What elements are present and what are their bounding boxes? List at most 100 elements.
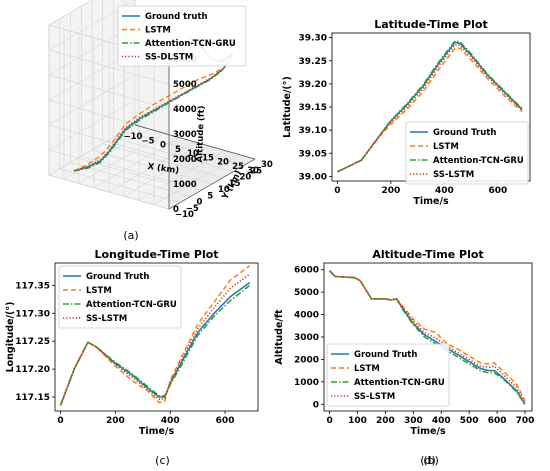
legend-label: LSTM	[145, 26, 171, 36]
x-tick-label: 200	[106, 416, 125, 426]
chart-title: Latitude-Time Plot	[374, 18, 488, 31]
legend-label: LSTM	[354, 364, 380, 374]
series-line-c-2	[59, 284, 251, 406]
y-axis-label: Latitude/(°)	[282, 76, 293, 138]
y-tick-label: 39.05	[299, 149, 327, 159]
x-tick-label: 400	[432, 416, 451, 426]
legend-label: Attention-TCN-GRU	[354, 378, 445, 388]
y-tick-label: 117.30	[15, 309, 50, 319]
y-tick-label: 39.25	[299, 57, 327, 67]
y-tick-label: −5	[186, 204, 199, 214]
legend-label: LSTM	[86, 286, 112, 296]
panel-label: (a)	[123, 229, 138, 242]
series-line-c-3	[59, 273, 251, 406]
x-tick-label: 600	[216, 416, 235, 426]
x-axis-label: Time/s	[410, 426, 446, 437]
series-line-d-3	[329, 270, 526, 403]
legend-box	[117, 5, 247, 67]
y-tick-label: 39.00	[299, 172, 327, 182]
x-tick-label: 400	[435, 186, 454, 196]
chart-title: Altitude-Time Plot	[372, 248, 483, 261]
y-tick-label: 20	[240, 173, 252, 183]
chart-title: Longitude-Time Plot	[94, 248, 218, 261]
series-line-d-2	[329, 270, 526, 406]
legend-label: SS-DLSTM	[145, 53, 193, 63]
panel-b: Latitude-Time Plot 0 200 400 600 39.00 39.05 39…	[282, 18, 531, 467]
y-tick-label: 117.20	[15, 365, 50, 375]
x-tick-label: 30	[247, 166, 259, 176]
legend-label: SS-LSTM	[86, 314, 127, 324]
legend-label: Ground Truth	[433, 128, 496, 138]
grid-line	[48, 99, 170, 185]
x-axis-label: X (km)	[147, 162, 180, 176]
y-tick-label: 30	[261, 160, 273, 170]
y-tick-label: 5	[207, 191, 213, 201]
x-tick-label: 0	[326, 416, 332, 426]
legend-box	[405, 121, 529, 185]
y-tick-label: 6000	[294, 266, 319, 276]
y-tick-label: 0	[313, 400, 319, 410]
y-tick-label: 25	[250, 166, 262, 176]
x-axis-label: Time/s	[413, 196, 449, 207]
grid-line	[48, 0, 170, 85]
x-tick-label: 600	[488, 416, 507, 426]
legend-label: Ground Truth	[86, 272, 149, 282]
x-tick-label: 0	[334, 186, 340, 196]
panel-a: −10 −5 0 5 10 15 20 25 30−10−5051015202530010002…	[48, 0, 273, 242]
grid-line	[123, 146, 211, 197]
y-tick-label: 3000	[294, 333, 319, 343]
y-tick-label: 39.20	[299, 80, 327, 90]
x-axis-label: Time/s	[139, 426, 175, 437]
y-tick-label: 117.15	[15, 393, 50, 403]
x-tick-label: 400	[161, 416, 180, 426]
y-axis-line	[168, 158, 256, 210]
legend-box	[58, 265, 182, 329]
y-axis-label: Altitude/ft	[274, 309, 285, 365]
y-tick-label: 5000	[294, 288, 319, 298]
grid-line	[48, 49, 170, 135]
grid-line	[102, 143, 223, 178]
z-axis-label: Altitude (ft)	[195, 105, 207, 162]
z-tick-label: 2000	[173, 155, 197, 165]
grid-line	[124, 131, 245, 166]
y-tick-label: 117.25	[15, 337, 50, 347]
x-tick-label: 100	[348, 416, 367, 426]
z-tick-label: 0	[173, 205, 179, 215]
y-tick-label: 0	[197, 198, 203, 208]
panel-label: (d)	[420, 454, 436, 467]
x-tick-label: 10	[187, 149, 199, 159]
z-tick-label: 1000	[173, 180, 197, 190]
legend-label: Attention-TCN-GRU	[433, 156, 524, 166]
grid-line	[153, 154, 241, 205]
y-tick-label: 39.10	[299, 126, 327, 136]
legend-label: Ground Truth	[354, 350, 417, 360]
x-tick-label: −10	[124, 132, 143, 142]
legend-box	[326, 343, 450, 407]
panel-label: (c)	[155, 454, 170, 467]
x-tick-label: 0	[160, 141, 166, 151]
y-tick-label: 15	[229, 179, 241, 189]
legend-label: Ground truth	[145, 12, 208, 22]
y-tick-label: 39.30	[299, 34, 327, 44]
x-tick-label: 300	[404, 416, 423, 426]
z-tick-label: 4000	[173, 105, 197, 115]
grid-line	[138, 150, 226, 201]
series-line-b-1	[337, 47, 523, 173]
legend-label: SS-LSTM	[433, 170, 474, 180]
grid-line	[48, 124, 170, 210]
x-tick-label: 20	[217, 158, 229, 168]
panel-c: Longitude-Time Plot 0 200 400 600 117.15 117.2…	[5, 248, 259, 467]
x-tick-label: 700	[516, 416, 535, 426]
y-axis-label: Longitude/(°)	[5, 302, 16, 373]
grid-line	[48, 24, 170, 110]
x-tick-label: 15	[202, 153, 214, 163]
y-tick-label: 117.35	[15, 281, 50, 291]
x-tick-label: 500	[460, 416, 479, 426]
x-tick-label: −5	[141, 136, 154, 146]
grid-line	[113, 137, 234, 172]
plot-frame	[54, 262, 259, 412]
panel-label: (b)	[423, 454, 439, 467]
legend-label: Attention-TCN-GRU	[145, 39, 236, 49]
y-tick-label: 1000	[294, 378, 319, 388]
